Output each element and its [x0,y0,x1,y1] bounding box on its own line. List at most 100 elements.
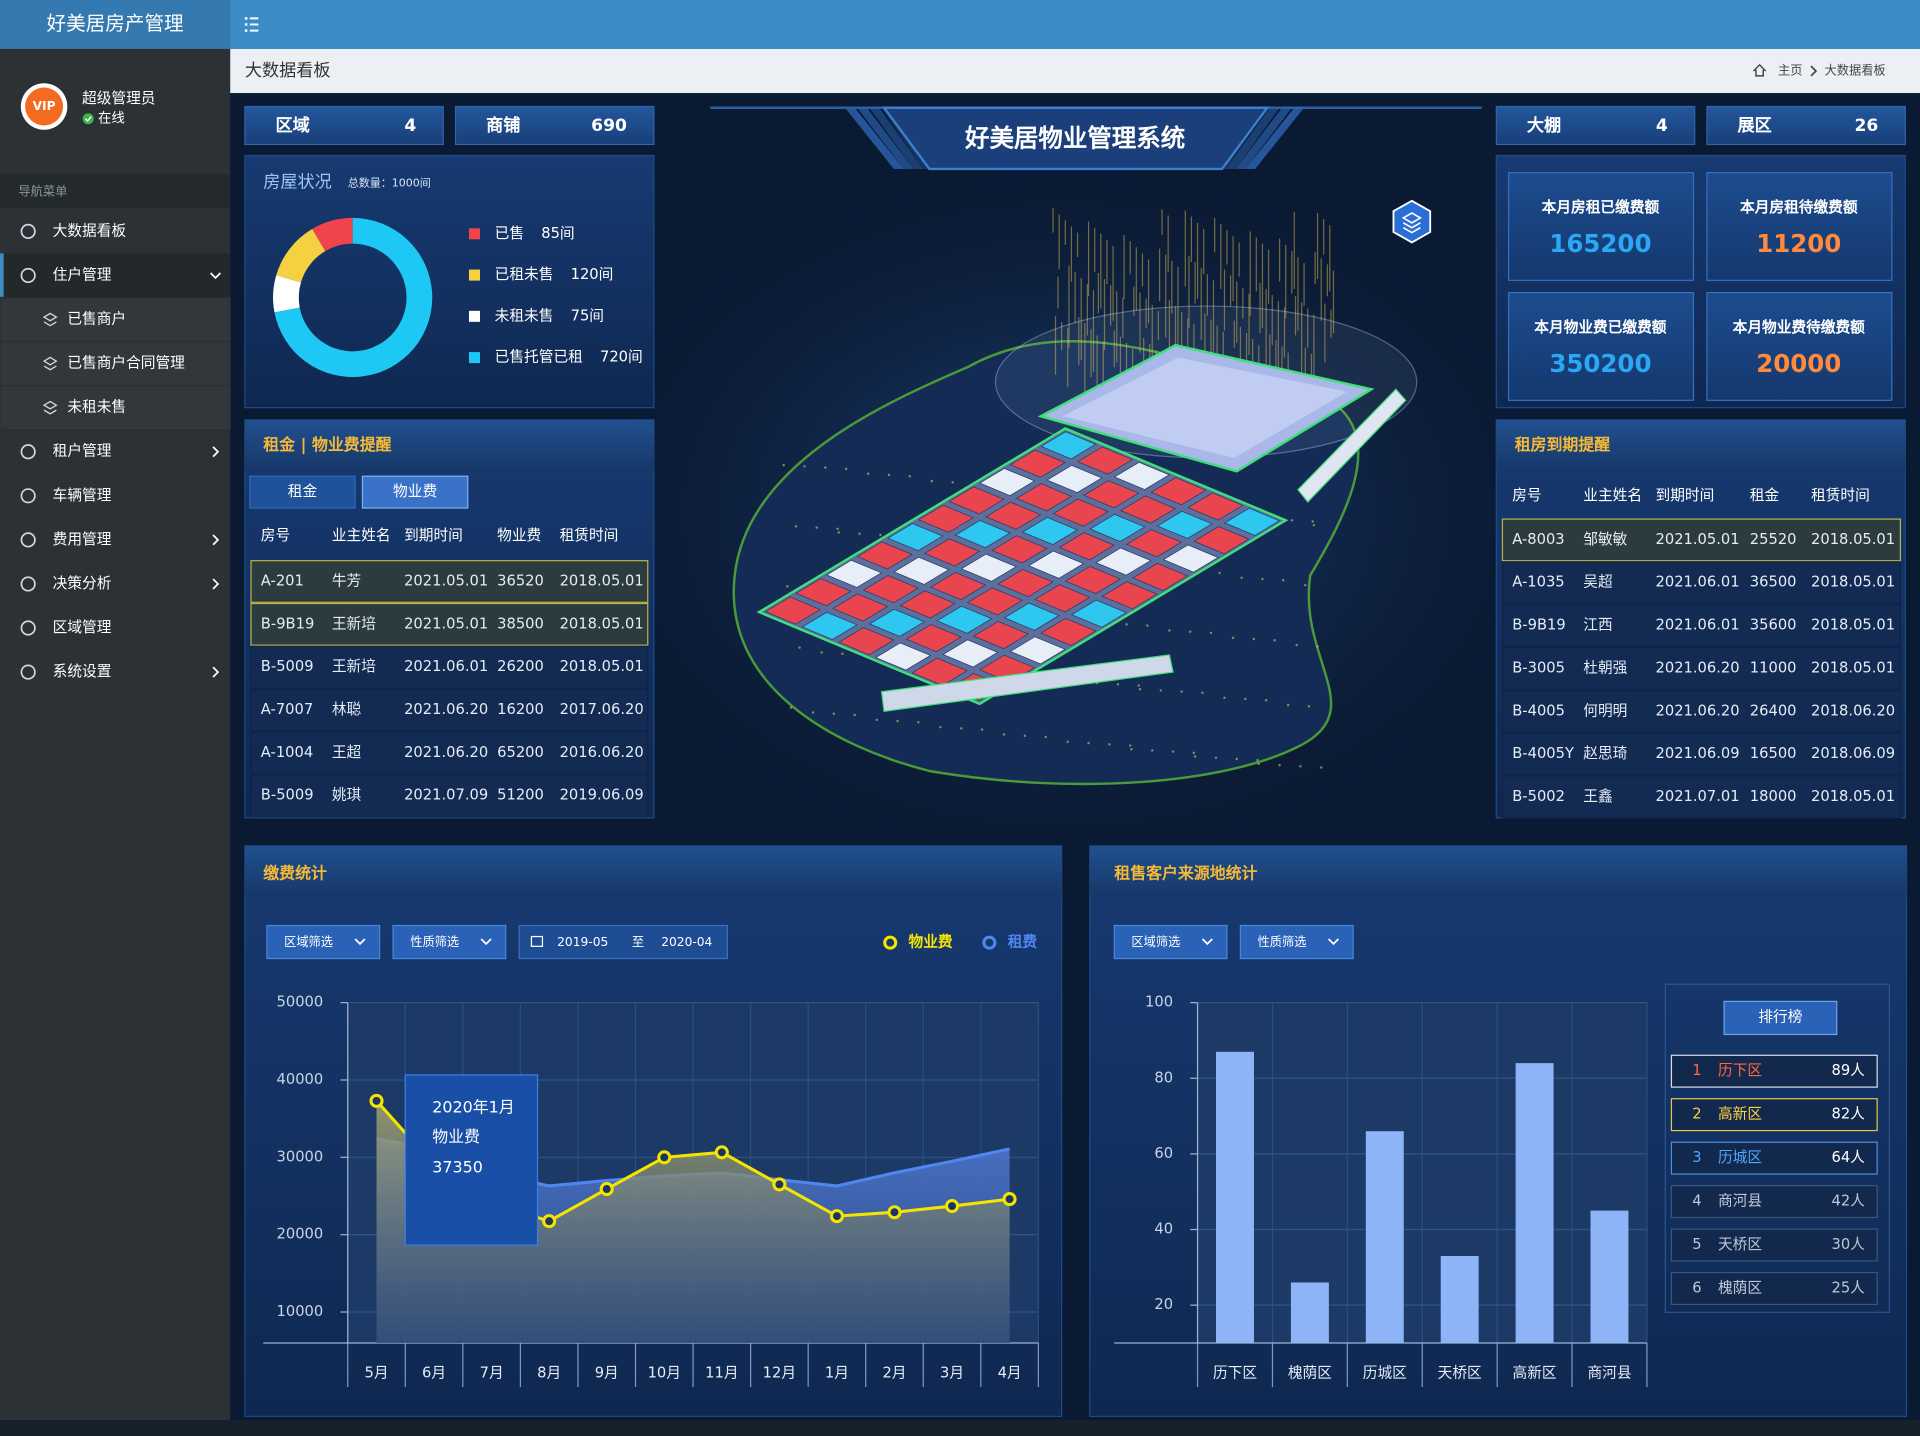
y-tick-label: 10000 [277,1303,324,1320]
building [874,642,932,671]
nav-item[interactable]: 车辆管理 [53,487,112,504]
tab-label[interactable]: 租金 [288,483,318,500]
map-dot [789,706,793,709]
avatar [25,87,64,126]
map-dot [1214,756,1218,760]
table-cell: 26200 [497,658,544,675]
fee-card [1507,291,1695,401]
fee-card-label: 本月房租已缴费额 [1542,198,1660,216]
nav-item[interactable]: 住户管理 [53,266,112,283]
table-cell: 16200 [497,701,544,718]
map-dot [887,473,891,477]
ranking-count: 25人 [1832,1279,1866,1296]
nav-item[interactable]: 系统设置 [53,663,112,680]
table-cell: B-4005 [1512,702,1565,719]
nav-item[interactable]: 区域管理 [53,619,112,636]
chart-title: 租售客户来源地统计 [1114,864,1257,883]
nav-child[interactable]: 已售商户 [67,311,126,328]
tab-label[interactable]: 物业费 [393,483,437,500]
building [1003,602,1060,631]
dropdown-label[interactable]: 性质筛选 [410,934,459,949]
chevron [1201,938,1213,946]
roof-inner [1062,357,1347,458]
nav-child-icon [42,356,58,371]
map-dot [1125,623,1128,626]
map-dot [1240,576,1243,580]
tab[interactable] [249,475,356,509]
table-cell: 2018.05.01 [560,658,644,675]
ranking-name: 天桥区 [1718,1236,1762,1253]
column-header: 业主姓名 [1583,487,1642,504]
building [1119,495,1177,524]
building [936,605,993,634]
table-cell: 51200 [497,787,544,804]
map-dot [1307,705,1311,708]
date-range[interactable] [518,924,728,960]
logo-bg [0,0,231,49]
dropdown-label[interactable]: 区域筛选 [1131,934,1180,949]
map-dot [1188,630,1192,633]
nav-item[interactable]: 决策分析 [53,575,112,592]
menu-dot [244,29,248,32]
map-dot [1192,751,1196,755]
building [856,541,913,570]
banner-stripe [857,107,914,169]
tab-active[interactable] [361,475,469,509]
pie-slice [273,275,301,313]
legend-swatch [468,352,480,364]
table-cell: A-7007 [261,701,313,718]
x-tick-label: 11月 [705,1365,738,1382]
table-cell: A-1004 [261,744,313,761]
fee-card-value: 11200 [1756,229,1841,258]
fee-card-value: 20000 [1756,349,1841,378]
table-cell: 2021.07.09 [404,787,488,804]
fee-card-value: 350200 [1549,349,1651,378]
menu-dot [244,23,248,26]
x-tick-label: 8月 [537,1365,561,1382]
series-point [772,1177,787,1192]
dropdown-label[interactable]: 区域筛选 [284,934,333,949]
legend-label[interactable]: 租费 [1008,933,1038,951]
table-cell: 2018.05.01 [1811,788,1895,805]
map-dot [1286,703,1290,707]
series-point [714,1145,729,1160]
table-cell: 2018.06.09 [1811,745,1895,762]
map-dot [1295,643,1298,647]
table-cell: 36500 [1750,574,1797,591]
table-cell: B-5009 [261,658,314,675]
table-cell: 2021.06.01 [1656,617,1740,634]
banner-stripe [869,107,924,169]
nav-item[interactable]: 大数据看板 [53,221,127,239]
map-dot [1209,631,1213,635]
series-area [376,1100,1010,1343]
building [1113,461,1170,490]
map-dot [1193,755,1197,758]
map-dot [1278,763,1281,767]
nav-child[interactable]: 已售商户合同管理 [67,355,185,372]
chart-title: 房屋状况 [263,172,332,192]
nav-item[interactable]: 租户管理 [53,443,112,460]
table-cell: 王新培 [332,658,376,675]
stat-label: 大棚 [1527,115,1561,136]
layer-icon[interactable] [1392,199,1432,244]
series-point [829,1209,844,1224]
home-icon [1752,63,1767,77]
chevron [1327,938,1339,946]
breadcrumb-item[interactable]: 主页 [1778,64,1802,78]
tooltip [404,1074,539,1246]
nav-child[interactable]: 未租未售 [67,399,126,416]
table-cell: 2021.06.09 [1656,745,1740,762]
map-dot [1130,747,1133,751]
nav-icon [20,620,36,636]
map-dot [1256,759,1259,762]
y-tick-label: 60 [1154,1145,1173,1162]
table-row [1501,518,1902,562]
series-point [599,1181,614,1197]
dropdown-label[interactable]: 性质筛选 [1258,934,1307,949]
legend-label[interactable]: 物业费 [909,933,953,951]
nav-item[interactable]: 费用管理 [53,531,112,548]
building [1040,431,1097,460]
menu-dot [244,17,248,20]
table-row [1501,689,1902,733]
building [1132,562,1189,591]
